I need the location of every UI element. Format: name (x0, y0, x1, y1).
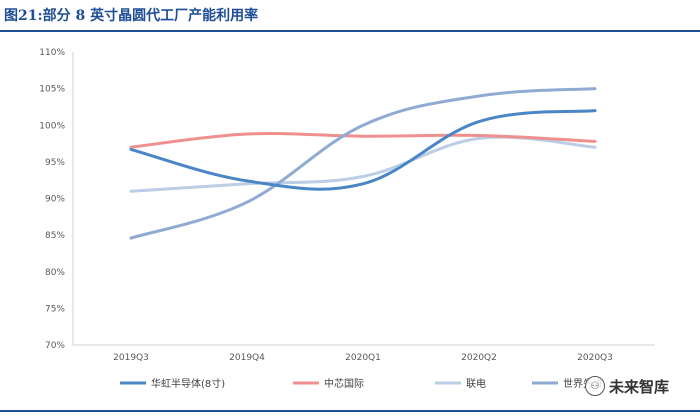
chart-title: 图21:部分 8 英寸晶圆代工厂产能利用率 (4, 8, 259, 24)
y-tick-label: 70% (45, 341, 65, 351)
watermark: ⚇ 未来智库 (585, 375, 670, 397)
series-line-0 (129, 109, 597, 191)
series-lines (129, 87, 597, 240)
title-divider (0, 30, 700, 32)
y-tick-label: 75% (45, 304, 65, 314)
wechat-icon: ⚇ (585, 376, 605, 396)
legend: 华虹半导体(8寸) 中芯国际 联电 世界先进 (120, 377, 603, 390)
y-tick-label: 95% (45, 158, 65, 168)
y-tick-label: 110% (39, 48, 65, 58)
series-line-1 (129, 131, 597, 149)
watermark-text: 未来智库 (609, 375, 670, 397)
y-tick-label: 85% (45, 231, 65, 241)
x-tick-label: 2020Q1 (345, 353, 381, 363)
y-tick-label: 105% (39, 85, 65, 95)
series-line-3 (129, 87, 597, 240)
y-tick-label: 80% (45, 268, 65, 278)
legend-label: 联电 (466, 377, 486, 390)
title-bar: 图21:部分 8 英寸晶圆代工厂产能利用率 (0, 0, 700, 32)
y-tick-labels: 70% 75% 80% 85% 90% 95% 100% 105% 110% (39, 48, 65, 351)
x-tick-labels: 2019Q3 2019Q4 2020Q1 2020Q2 2020Q3 (113, 353, 613, 363)
x-tick-label: 2020Q3 (577, 353, 613, 363)
x-tick-label: 2019Q4 (229, 353, 265, 363)
y-tick-label: 90% (45, 195, 65, 205)
y-tick-label: 100% (39, 121, 65, 131)
x-tick-label: 2020Q2 (461, 353, 497, 363)
bottom-divider (0, 410, 700, 412)
x-tick-label: 2019Q3 (113, 353, 149, 363)
legend-label: 华虹半导体(8寸) (151, 377, 225, 390)
legend-label: 中芯国际 (324, 377, 364, 390)
